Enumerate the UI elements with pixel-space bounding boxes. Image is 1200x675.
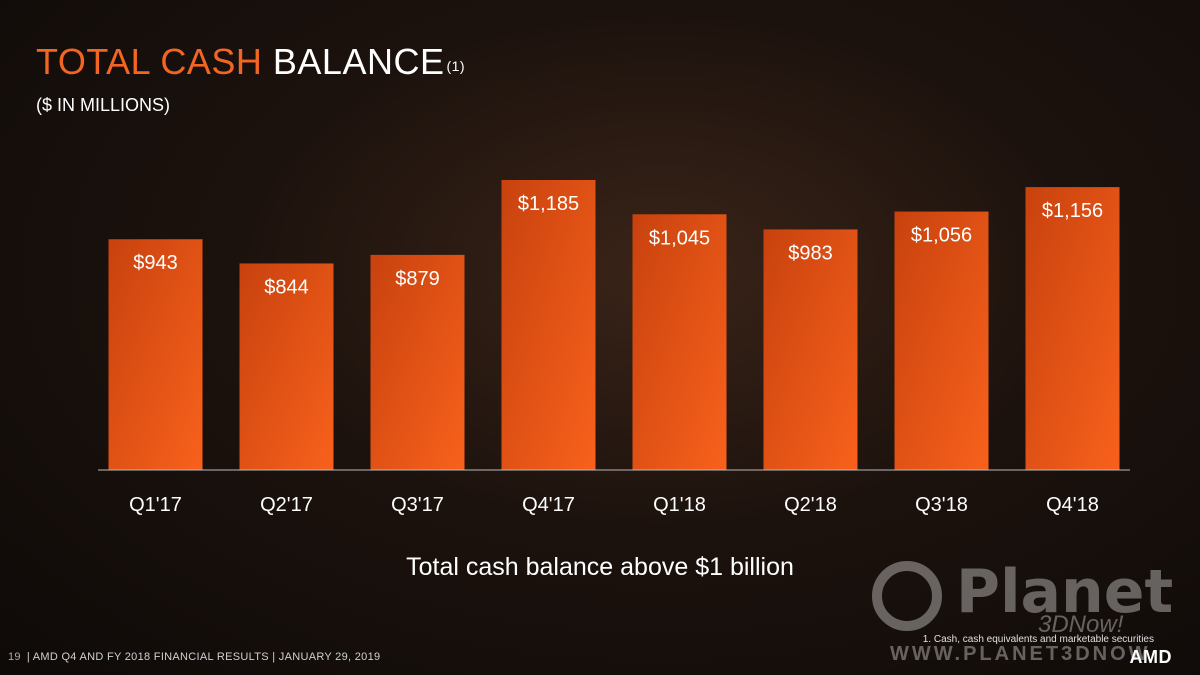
watermark-tagline: 3DNow! [1038, 611, 1124, 638]
data-label: $983 [788, 242, 833, 264]
data-label: $1,156 [1042, 200, 1103, 222]
watermark-url: WWW.PLANET3DNOW [890, 643, 1151, 665]
data-label: $943 [133, 252, 178, 274]
x-tick-label: Q4'18 [1046, 494, 1099, 516]
bar-Q1'17 [108, 239, 203, 470]
title-main: BALANCE [272, 41, 445, 82]
data-label: $1,185 [518, 193, 579, 215]
page-title: TOTAL CASH BALANCE (1) [36, 40, 465, 84]
footer-text: | AMD Q4 AND FY 2018 FINANCIAL RESULTS |… [26, 651, 381, 663]
bar-chart: $943 Q1'17 $844 Q2'17 $879 Q3'17 $1,185 Q4'17 $1… [98, 180, 1130, 516]
watermark-logo-icon [872, 561, 942, 631]
data-label: $1,056 [911, 225, 972, 247]
bar-Q1'18 [632, 214, 727, 470]
title-accent: TOTAL CASH [36, 41, 263, 82]
bar-Q2'17 [239, 263, 334, 470]
watermark-brand: Planet [956, 557, 1174, 627]
amd-logo: AMD [1129, 647, 1172, 667]
x-tick-label: Q2'17 [260, 494, 313, 516]
bar-Q2'18 [763, 229, 858, 470]
data-label: $1,045 [649, 227, 710, 249]
bar-Q4'18 [1025, 187, 1120, 470]
data-label: $844 [264, 276, 309, 298]
x-tick-label: Q2'18 [784, 494, 837, 516]
x-tick-label: Q4'17 [522, 494, 575, 516]
bar-Q3'18 [894, 211, 989, 470]
footer: 19 | AMD Q4 AND FY 2018 FINANCIAL RESULTS… [8, 651, 380, 663]
x-tick-label: Q1'18 [653, 494, 706, 516]
footnote: 1. Cash, cash equivalents and marketable… [922, 634, 1154, 645]
x-tick-label: Q1'17 [129, 494, 182, 516]
chart-note: Total cash balance above $1 billion [406, 553, 794, 581]
page-number: 19 [8, 651, 21, 663]
watermark: Planet 3DNow! WWW.PLANET3DNOW [868, 555, 1173, 665]
page-subtitle: ($ IN MILLIONS) [36, 95, 171, 115]
title-block: TOTAL CASH BALANCE (1) [36, 40, 465, 84]
data-label: $879 [395, 268, 440, 290]
x-tick-label: Q3'18 [915, 494, 968, 516]
bar-Q4'17 [501, 180, 596, 470]
bar-Q3'17 [370, 254, 465, 470]
x-tick-label: Q3'17 [391, 494, 444, 516]
title-footnote-marker: (1) [446, 58, 466, 74]
